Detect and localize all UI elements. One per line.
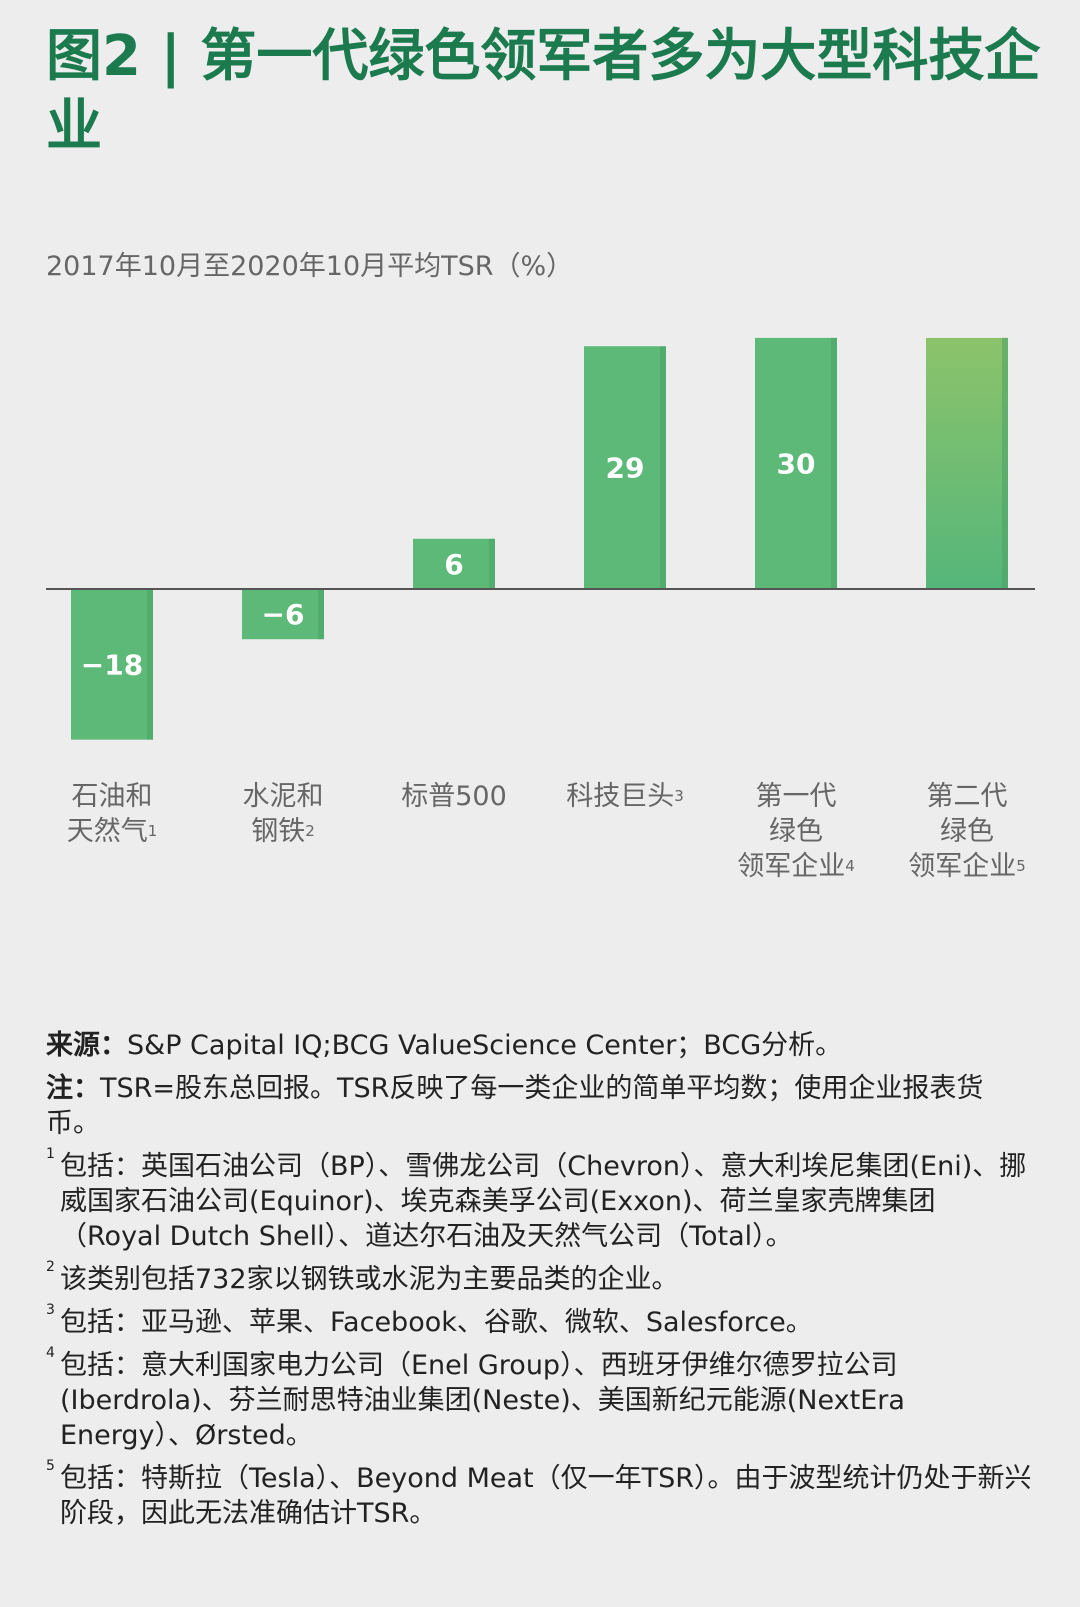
general-note: 注：TSR=股东总回报。TSR反映了每一类企业的简单平均数；使用企业报表货币。 [46,1071,1036,1141]
bar-4 [584,346,666,589]
footnote-mark: 4 [46,1345,55,1361]
category-label: 石油和 [72,781,153,812]
category-label: 绿色 [940,816,994,847]
bar-2 [242,589,324,640]
category-label: 领军企业5 [908,851,1026,882]
source-label: 来源： [46,1030,127,1061]
category-label: 科技巨头3 [566,781,684,812]
bar-1 [71,589,153,740]
source-note: 来源：S&P Capital IQ;BCG ValueScience Cente… [46,1028,1036,1063]
notes-section: 来源：S&P Capital IQ;BCG ValueScience Cente… [46,1028,1036,1539]
bar-value-label: 6 [444,548,463,581]
category-label: 绿色 [769,816,823,847]
category-label: 钢铁2 [251,816,315,847]
footnote-4: 4 包括：意大利国家电力公司（Enel Group）、西班牙伊维尔德罗拉公司(Ib… [46,1345,1036,1453]
bar-value-label: −6 [262,598,305,631]
footnote-text: 包括：英国石油公司（BP）、雪佛龙公司（Chevron）、意大利埃尼集团(Eni… [60,1151,1027,1252]
category-label: 标普500 [401,781,507,812]
bar-5 [755,337,837,589]
bar-value-label: −18 [81,648,143,681]
category-label: 领军企业4 [737,851,855,882]
footnote-5: 5 包括：特斯拉（Tesla）、Beyond Meat（仅一年TSR）。由于波型统… [46,1458,1036,1531]
footnote-mark: 1 [46,1146,55,1162]
bar-value-label: 29 [606,452,645,485]
bar-3 [413,538,495,589]
bar-6 [926,337,1008,589]
source-text: S&P Capital IQ;BCG ValueScience Center；B… [127,1030,843,1061]
category-footnote-mark: 2 [305,822,315,840]
bar-shade-5 [831,337,837,589]
footnote-text: 包括：意大利国家电力公司（Enel Group）、西班牙伊维尔德罗拉公司(Ibe… [60,1350,905,1451]
footnote-3: 3 包括：亚马逊、苹果、Facebook、谷歌、微软、Salesforce。 [46,1302,1036,1340]
footnote-mark: 3 [46,1302,55,1318]
chart-subtitle: 2017年10月至2020年10月平均TSR（%） [46,251,574,282]
category-label: 天然气1 [67,816,158,847]
footnote-text: 该类别包括732家以钢铁或水泥为主要品类的企业。 [60,1264,679,1295]
category-footnote-mark: 5 [1016,857,1026,875]
bar-shade-6 [1002,337,1008,589]
category-label: 第一代 [756,781,837,812]
category-footnote-mark: 3 [674,787,684,805]
footnote-mark: 2 [46,1259,55,1275]
bar-shade-4 [660,346,666,589]
bar-shade-2 [318,589,324,640]
page-title: 图2 | 第一代绿色领军者多为大型科技企业 [46,24,1041,159]
note-text: TSR=股东总回报。TSR反映了每一类企业的简单平均数；使用企业报表货币。 [46,1073,984,1139]
footnote-2: 2 该类别包括732家以钢铁或水泥为主要品类的企业。 [46,1259,1036,1297]
bar-value-label: 30 [777,447,816,480]
footnote-mark: 5 [46,1458,55,1474]
bar-shade-1 [147,589,153,740]
category-footnote-mark: 1 [148,822,158,840]
note-label: 注： [46,1073,100,1104]
footnote-text: 包括：亚马逊、苹果、Facebook、谷歌、微软、Salesforce。 [60,1307,813,1338]
footnote-1: 1 包括：英国石油公司（BP）、雪佛龙公司（Chevron）、意大利埃尼集团(En… [46,1146,1036,1254]
category-label: 第二代 [927,781,1008,812]
category-footnote-mark: 4 [845,857,855,875]
category-label: 水泥和 [243,781,324,812]
footnote-text: 包括：特斯拉（Tesla）、Beyond Meat（仅一年TSR）。由于波型统计… [60,1463,1032,1529]
bar-shade-3 [489,538,495,589]
